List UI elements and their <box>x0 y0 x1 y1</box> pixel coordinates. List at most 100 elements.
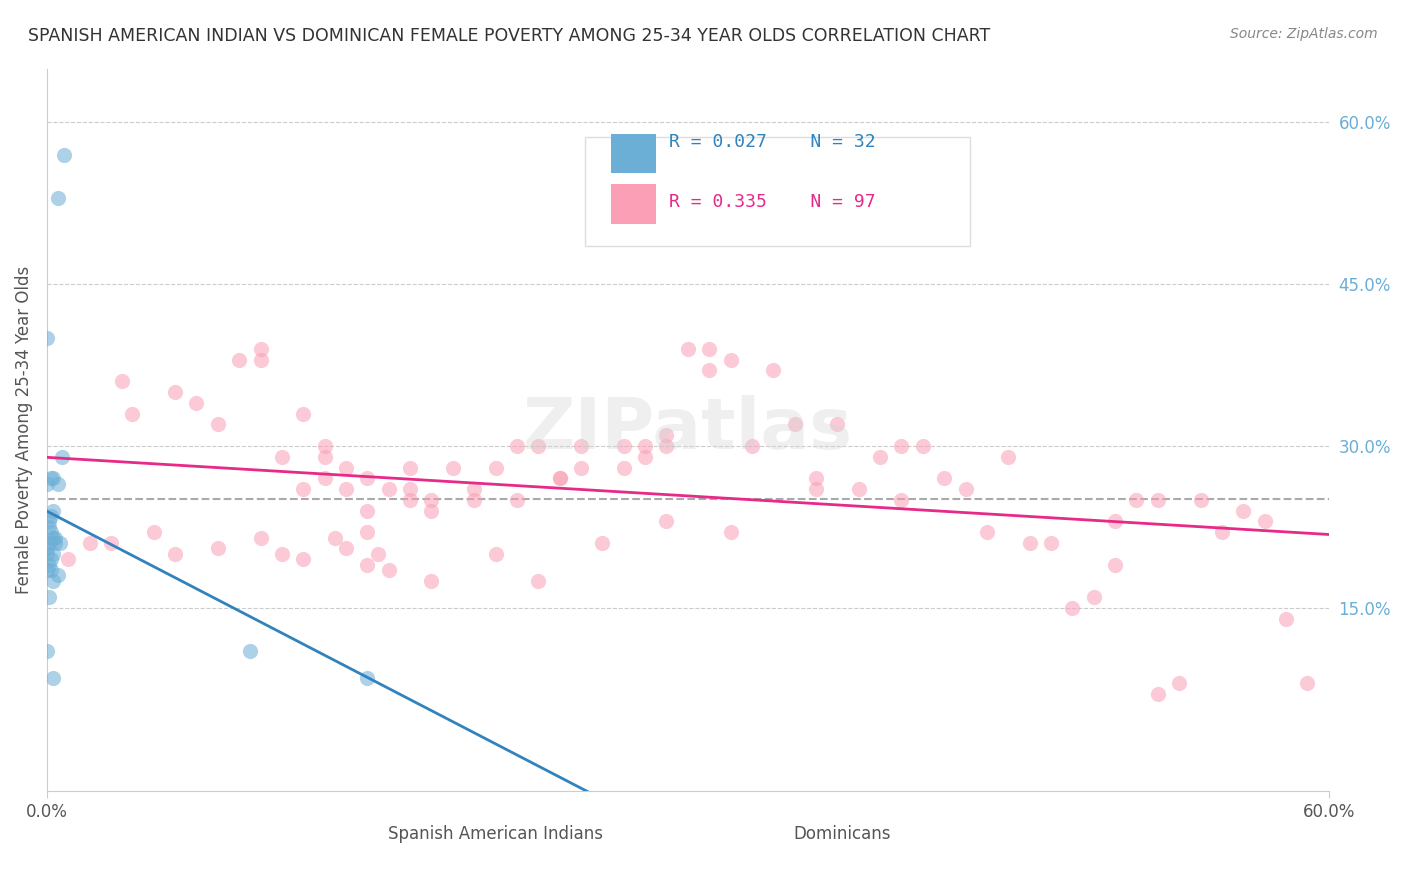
Point <box>35 476 58 491</box>
Text: Source: ZipAtlas.com: Source: ZipAtlas.com <box>1230 27 1378 41</box>
Point <box>399 492 422 507</box>
Point <box>39 525 62 540</box>
Point <box>314 439 336 453</box>
Point <box>377 482 399 496</box>
Point <box>38 520 60 534</box>
Text: SPANISH AMERICAN INDIAN VS DOMINICAN FEMALE POVERTY AMONG 25-34 YEAR OLDS CORREL: SPANISH AMERICAN INDIAN VS DOMINICAN FEM… <box>28 27 990 45</box>
FancyBboxPatch shape <box>585 137 970 245</box>
Text: Spanish American Indians: Spanish American Indians <box>388 825 603 844</box>
Point <box>890 439 912 453</box>
FancyBboxPatch shape <box>612 134 655 173</box>
Point <box>356 671 378 685</box>
Point <box>35 547 58 561</box>
Point <box>165 385 187 400</box>
Point <box>42 504 65 518</box>
Point <box>506 439 529 453</box>
Point <box>249 352 271 367</box>
Point <box>697 342 720 356</box>
Point <box>634 450 657 464</box>
Point <box>58 552 80 566</box>
Point <box>121 407 143 421</box>
Point <box>39 471 62 485</box>
Point <box>1189 492 1212 507</box>
Point <box>1104 515 1126 529</box>
Point <box>335 541 357 556</box>
Point <box>44 531 66 545</box>
Point <box>42 547 65 561</box>
Point <box>42 471 65 485</box>
Point <box>46 191 69 205</box>
Point <box>356 504 378 518</box>
Point <box>463 492 485 507</box>
Point <box>441 460 464 475</box>
Point <box>35 541 58 556</box>
Point <box>527 574 550 588</box>
Point <box>270 547 292 561</box>
Point <box>51 450 73 464</box>
Point <box>207 541 229 556</box>
Point <box>548 471 571 485</box>
Point <box>42 671 65 685</box>
Point <box>249 342 271 356</box>
Point <box>676 342 699 356</box>
Point <box>506 492 529 507</box>
Point <box>804 482 827 496</box>
Point <box>1147 687 1170 701</box>
Point <box>548 471 571 485</box>
Point <box>420 574 443 588</box>
Point <box>356 471 378 485</box>
Point <box>463 482 485 496</box>
Point <box>79 536 101 550</box>
Point <box>48 536 70 550</box>
Point <box>46 568 69 582</box>
Point <box>720 352 742 367</box>
Point <box>367 547 389 561</box>
Point <box>591 536 613 550</box>
Point <box>720 525 742 540</box>
Point <box>1083 590 1105 604</box>
Point <box>44 536 66 550</box>
Point <box>111 374 134 388</box>
Point <box>38 558 60 572</box>
Point <box>911 439 934 453</box>
Point <box>1040 536 1063 550</box>
Point <box>38 590 60 604</box>
Point <box>1275 611 1298 625</box>
Point <box>1125 492 1147 507</box>
Point <box>46 476 69 491</box>
Y-axis label: Female Poverty Among 25-34 Year Olds: Female Poverty Among 25-34 Year Olds <box>15 266 32 594</box>
Point <box>292 552 315 566</box>
Point <box>697 363 720 377</box>
Point <box>569 439 592 453</box>
Point <box>934 471 956 485</box>
FancyBboxPatch shape <box>316 825 342 843</box>
Point <box>399 482 422 496</box>
Point <box>356 558 378 572</box>
Point <box>420 504 443 518</box>
Point <box>39 509 62 524</box>
Point <box>314 471 336 485</box>
Point <box>1232 504 1254 518</box>
Text: ZIPatlas: ZIPatlas <box>523 395 853 465</box>
Point <box>39 563 62 577</box>
Point <box>655 428 678 442</box>
Point <box>869 450 891 464</box>
Point <box>53 148 76 162</box>
Point <box>1168 676 1191 690</box>
FancyBboxPatch shape <box>612 184 655 224</box>
Point <box>890 492 912 507</box>
Point <box>100 536 122 550</box>
Point <box>1296 676 1319 690</box>
Point <box>239 644 262 658</box>
Point <box>292 407 315 421</box>
Point <box>186 396 208 410</box>
Point <box>38 536 60 550</box>
Point <box>634 439 657 453</box>
Point <box>1104 558 1126 572</box>
Point <box>323 531 346 545</box>
Point <box>207 417 229 432</box>
Point <box>827 417 849 432</box>
Point <box>527 439 550 453</box>
Point <box>335 482 357 496</box>
Point <box>484 460 506 475</box>
